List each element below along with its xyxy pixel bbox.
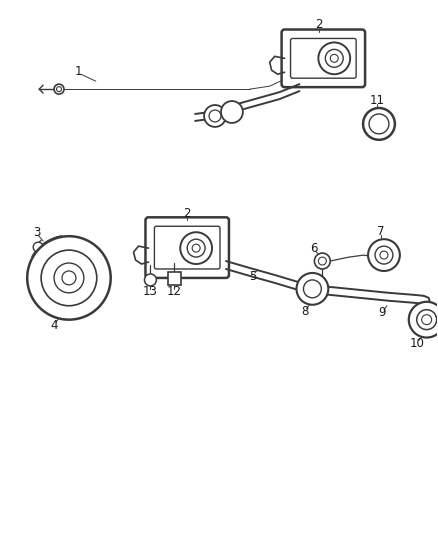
Circle shape <box>54 84 64 94</box>
Circle shape <box>27 236 111 320</box>
Circle shape <box>318 257 326 265</box>
Circle shape <box>363 108 395 140</box>
Text: 13: 13 <box>143 285 158 298</box>
Circle shape <box>54 263 84 293</box>
Text: 11: 11 <box>370 94 385 107</box>
Circle shape <box>57 87 61 92</box>
Text: 6: 6 <box>310 241 317 255</box>
Circle shape <box>145 274 156 286</box>
Text: 8: 8 <box>301 305 308 318</box>
Text: 10: 10 <box>409 337 424 350</box>
Circle shape <box>304 280 321 298</box>
Circle shape <box>221 101 243 123</box>
FancyBboxPatch shape <box>290 38 356 78</box>
Text: 4: 4 <box>50 319 58 332</box>
Text: 9: 9 <box>378 306 386 319</box>
FancyBboxPatch shape <box>282 29 365 87</box>
Circle shape <box>62 271 76 285</box>
Circle shape <box>375 246 393 264</box>
Circle shape <box>41 250 97 306</box>
FancyBboxPatch shape <box>155 226 220 269</box>
Circle shape <box>209 110 221 122</box>
FancyBboxPatch shape <box>168 272 181 285</box>
Circle shape <box>409 302 438 337</box>
Circle shape <box>318 43 350 74</box>
Circle shape <box>204 105 226 127</box>
Text: 2: 2 <box>184 207 191 220</box>
Circle shape <box>297 273 328 305</box>
Text: 7: 7 <box>377 225 385 238</box>
FancyBboxPatch shape <box>145 217 229 278</box>
Circle shape <box>325 50 343 67</box>
Circle shape <box>314 253 330 269</box>
Text: 1: 1 <box>75 64 83 78</box>
Circle shape <box>330 54 338 62</box>
Circle shape <box>187 239 205 257</box>
Text: 5: 5 <box>249 270 257 284</box>
Circle shape <box>422 314 431 325</box>
Text: 12: 12 <box>167 285 182 298</box>
Text: 3: 3 <box>33 225 41 239</box>
Circle shape <box>368 239 400 271</box>
Circle shape <box>369 114 389 134</box>
Circle shape <box>417 310 437 329</box>
Text: 2: 2 <box>316 18 323 31</box>
Circle shape <box>180 232 212 264</box>
Circle shape <box>380 251 388 259</box>
Circle shape <box>192 244 200 252</box>
Circle shape <box>33 242 43 252</box>
